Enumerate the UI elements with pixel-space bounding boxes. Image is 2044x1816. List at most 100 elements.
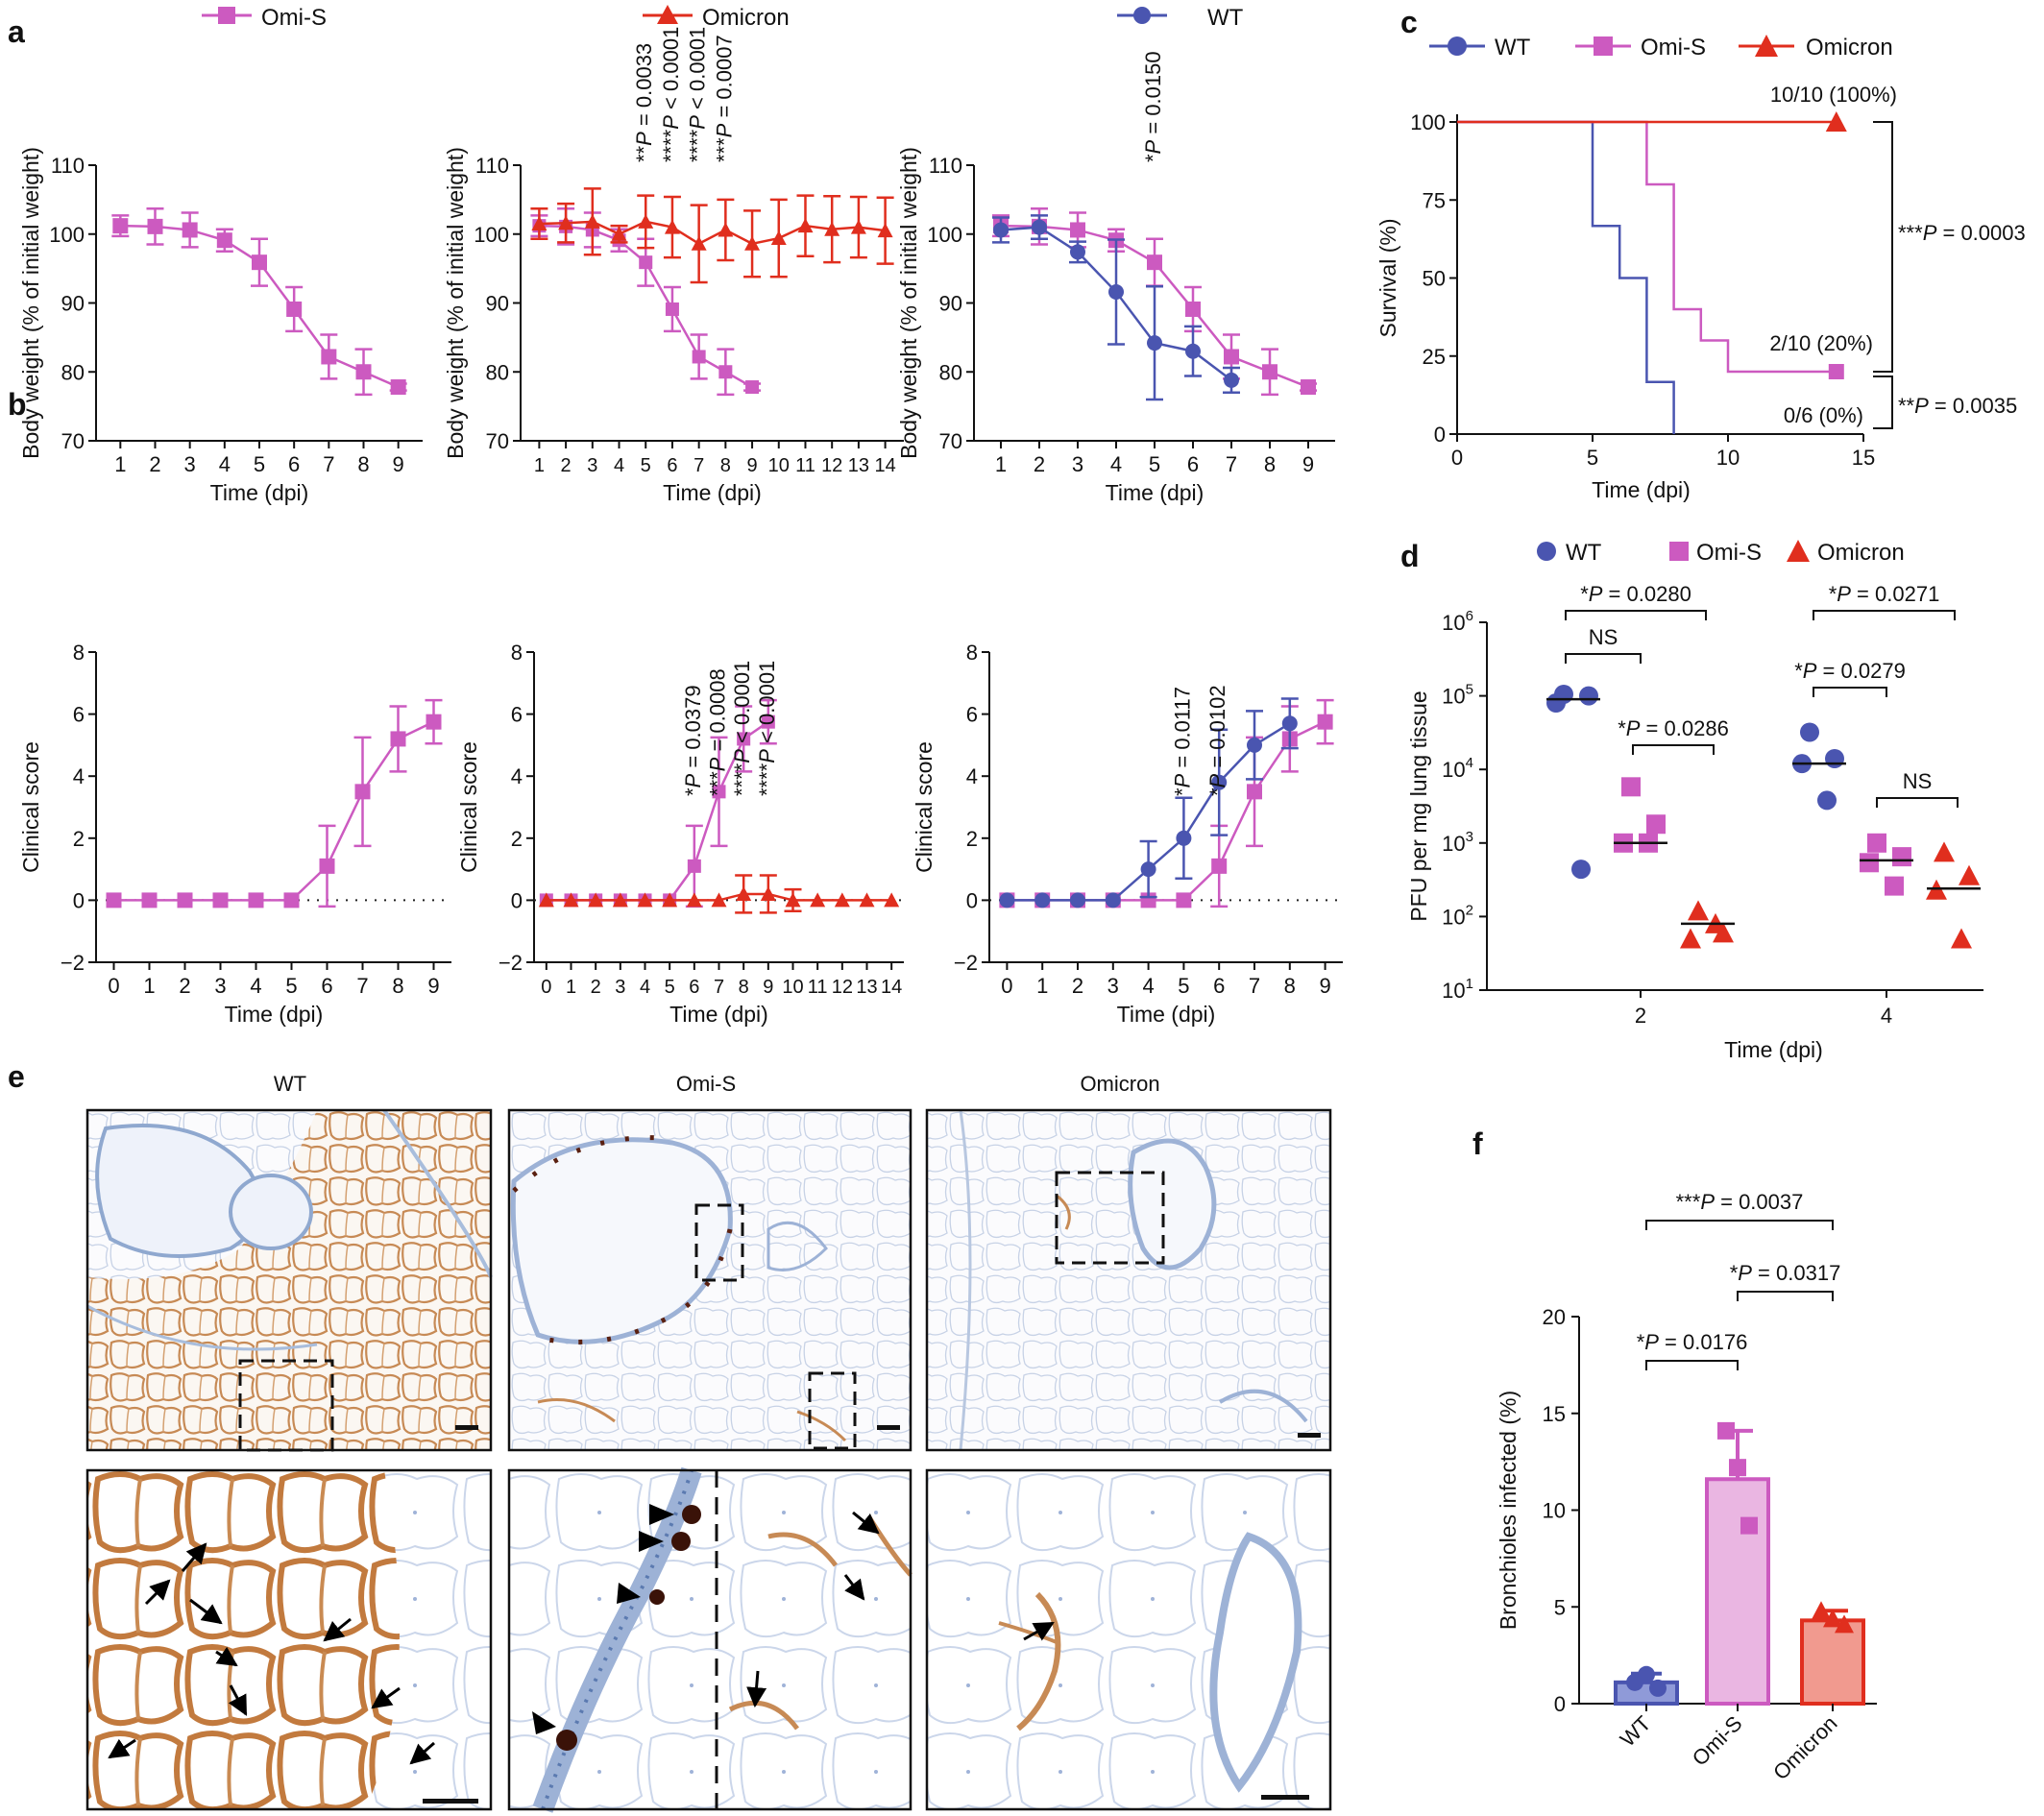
data-point-square	[1729, 1459, 1746, 1477]
data-point-triangle	[611, 226, 627, 241]
significance-label: *P = 0.0150	[1141, 51, 1165, 162]
y-tick-base: 10	[1442, 758, 1465, 782]
legend-triangle-marker	[657, 5, 678, 24]
stat-p: P	[686, 115, 710, 130]
x-tick-label: 8	[720, 455, 731, 476]
x-tick-label: 9	[1302, 452, 1314, 476]
x-tick-label: 6	[1187, 452, 1199, 476]
legend-d-omicron-marker	[1787, 540, 1810, 562]
histology-header-wt: WT	[274, 1072, 306, 1096]
x-tick-label: 6	[288, 452, 300, 476]
x-tick-label: 7	[323, 452, 334, 476]
legend-d-wt: WT	[1566, 540, 1602, 566]
panel-label-d: d	[1400, 539, 1420, 573]
legend-c-wt-marker	[1448, 36, 1467, 56]
histology-wt-overview	[85, 1108, 493, 1452]
data-point-circle	[1571, 860, 1591, 880]
x-axis-title: Time (dpi)	[669, 1002, 768, 1027]
y-axis-title: Body weight (% of initial weight)	[18, 147, 43, 459]
stat-value: = 0.0280	[1602, 582, 1691, 606]
x-tick-label: 9	[1319, 974, 1330, 998]
stat-p: P	[1803, 659, 1817, 683]
data-point-square	[1262, 364, 1278, 380]
y-tick-label: 80	[486, 360, 509, 384]
stat-stars: **	[632, 145, 656, 162]
data-point-square	[1717, 1421, 1735, 1440]
data-point-square	[286, 301, 303, 317]
x-tick-label: Omicron	[1768, 1711, 1841, 1784]
significance-label: *P = 0.0317	[1730, 1261, 1841, 1285]
y-tick-label: 15	[1543, 1402, 1566, 1426]
data-point-square	[1621, 777, 1641, 797]
x-tick-label: 6	[321, 974, 332, 998]
legend-a3: WT	[1117, 5, 1244, 31]
panel-label-b: b	[8, 387, 27, 422]
significance-label: ****P < 0.0001	[755, 661, 779, 796]
x-tick-label: 9	[747, 455, 758, 476]
x-tick-label: WT	[1616, 1711, 1656, 1752]
data-point-triangle	[1688, 900, 1709, 921]
data-point-square	[252, 254, 267, 271]
stat-p: P	[706, 757, 730, 771]
significance-bracket	[1645, 1360, 1739, 1370]
stat-stars: ****	[755, 763, 779, 796]
significance-label: *P = 0.0280	[1580, 582, 1691, 606]
x-tick-label: 10	[782, 977, 803, 998]
data-point-triangle	[1934, 841, 1955, 862]
data-point-triangle	[877, 223, 893, 238]
y-tick-label: 90	[939, 292, 962, 316]
data-point-square	[426, 714, 442, 730]
data-point-square	[1247, 784, 1262, 800]
inset-box	[238, 1359, 334, 1452]
x-tick-label: 5	[1178, 974, 1189, 998]
significance-bracket	[1645, 1220, 1834, 1230]
data-point-square	[1070, 222, 1085, 238]
y-tick-label: 80	[61, 360, 85, 384]
data-point-square	[761, 714, 775, 729]
x-axis-title: Time (dpi)	[210, 480, 309, 505]
significance-label: *P = 0.0117	[1170, 687, 1194, 796]
y-tick-label: 90	[486, 292, 509, 316]
significance-label: *P = 0.0379	[681, 685, 705, 796]
series-line-Omi-S	[113, 720, 435, 902]
y-tick-label: 50	[1423, 267, 1446, 291]
x-tick-label: 3	[587, 455, 597, 476]
y-tick-base: 10	[1442, 979, 1465, 1003]
y-axis-title: Survival (%)	[1375, 219, 1400, 338]
y-tick-label: 110	[475, 154, 509, 178]
y-tick-label: 2	[511, 827, 523, 851]
x-tick-label: 12	[832, 977, 853, 998]
y-tick-label: 2	[73, 827, 85, 851]
y-tick-exponent: 2	[1466, 902, 1473, 918]
stat-value: = 0.0271	[1851, 582, 1939, 606]
x-tick-label: 6	[689, 977, 699, 998]
bar-WT	[1614, 1680, 1679, 1706]
data-point-square	[718, 365, 733, 379]
x-tick-label: 3	[214, 974, 226, 998]
data-point-triangle	[1959, 864, 1980, 885]
legend-d-omicron: Omicron	[1817, 540, 1905, 566]
y-tick-base: 10	[1442, 685, 1465, 709]
significance-bracket	[1565, 610, 1707, 620]
data-point-triangle	[785, 892, 801, 908]
y-tick-label: 75	[1423, 188, 1446, 212]
stat-p: P	[1589, 582, 1603, 606]
legend-d: WT Omi-S Omicron	[1537, 540, 1905, 566]
data-point-triangle	[859, 892, 875, 908]
y-tick-label: 0	[511, 888, 523, 912]
legend-c-wt: WT	[1495, 35, 1531, 61]
data-point-circle	[993, 222, 1009, 238]
stat-p: P	[1923, 221, 1937, 245]
y-axis-title: Bronchioles infected (%)	[1496, 1391, 1521, 1630]
x-tick-label: 2	[1072, 974, 1083, 998]
stat-p: P	[1914, 394, 1929, 418]
x-tick-label: 10	[1716, 446, 1740, 470]
data-point-circle	[1649, 1679, 1667, 1697]
x-axis-title: Time (dpi)	[1592, 477, 1691, 502]
significance-bracket	[1876, 797, 1959, 808]
stat-stars: ***	[706, 771, 730, 796]
histology-header-omicron: Omicron	[1080, 1072, 1159, 1096]
